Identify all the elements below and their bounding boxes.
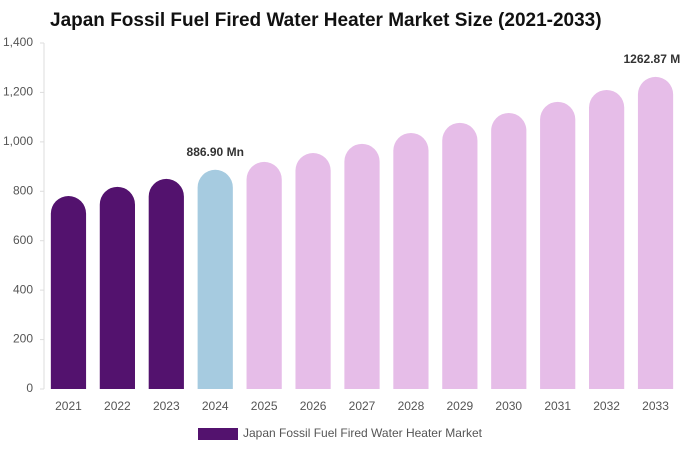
x-tick-label: 2030 [495, 399, 522, 413]
y-tick-label: 200 [13, 332, 33, 346]
bar [295, 152, 331, 389]
y-tick-label: 0 [26, 381, 33, 395]
bar [393, 132, 429, 389]
value-label: 1262.87 Mn [624, 52, 680, 66]
bar [540, 101, 576, 389]
x-tick-label: 2032 [593, 399, 620, 413]
x-tick-label: 2029 [446, 399, 473, 413]
y-tick-label: 1,400 [3, 35, 33, 49]
x-tick-label: 2027 [349, 399, 376, 413]
bar [589, 89, 625, 390]
bar [442, 122, 478, 389]
bar [197, 169, 233, 389]
x-tick-label: 2021 [55, 399, 82, 413]
bar [148, 178, 184, 389]
x-tick-label: 2024 [202, 399, 229, 413]
y-tick-label: 600 [13, 233, 33, 247]
x-tick-label: 2022 [104, 399, 131, 413]
value-label: 886.90 Mn [187, 145, 244, 159]
y-tick-label: 400 [13, 282, 33, 296]
x-tick-label: 2033 [642, 399, 669, 413]
x-tick-label: 2031 [544, 399, 571, 413]
x-tick-label: 2023 [153, 399, 180, 413]
bar [491, 112, 527, 389]
y-tick-label: 1,000 [3, 134, 33, 148]
chart-title: Japan Fossil Fuel Fired Water Heater Mar… [50, 10, 602, 31]
bar [344, 143, 380, 389]
legend-label: Japan Fossil Fuel Fired Water Heater Mar… [243, 426, 483, 440]
x-tick-label: 2026 [300, 399, 327, 413]
bar [99, 186, 135, 389]
y-tick-label: 800 [13, 183, 33, 197]
y-tick-label: 1,200 [3, 85, 33, 99]
x-tick-label: 2025 [251, 399, 278, 413]
bar [246, 161, 282, 389]
bar [50, 195, 87, 389]
x-tick-label: 2028 [398, 399, 425, 413]
bar [637, 76, 674, 390]
legend-swatch [198, 428, 238, 440]
